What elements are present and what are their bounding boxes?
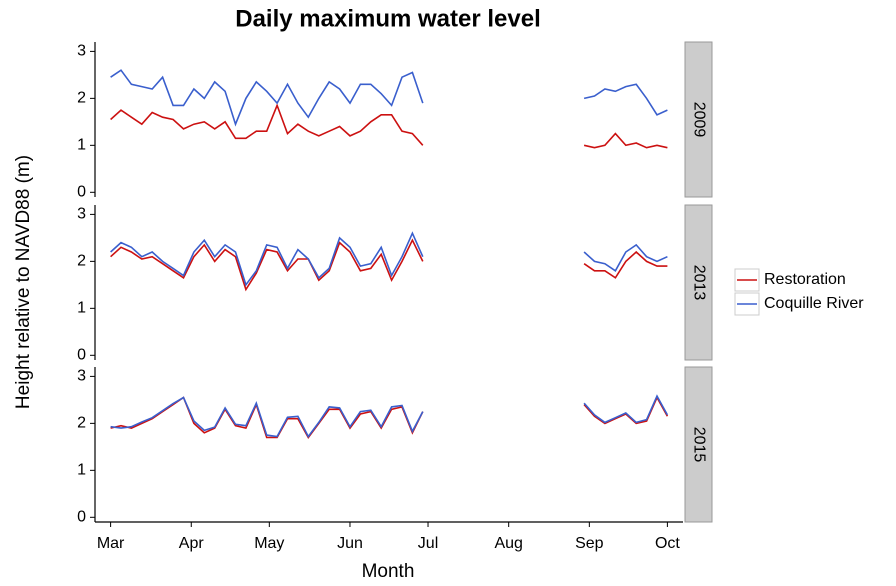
line-series bbox=[110, 231, 668, 287]
x-tick-label: Jun bbox=[337, 535, 363, 552]
legend-label: Coquille River bbox=[764, 295, 864, 312]
y-tick-label: 2 bbox=[77, 90, 86, 107]
x-tick-label: Jul bbox=[418, 535, 438, 552]
y-tick-label: 2 bbox=[77, 415, 86, 432]
x-tick-label: Aug bbox=[494, 535, 522, 552]
facet-label: 2009 bbox=[690, 102, 707, 138]
chart-title: Daily maximum water level bbox=[235, 5, 540, 32]
panel bbox=[95, 367, 683, 522]
facet-label: 2013 bbox=[690, 265, 707, 301]
panel bbox=[95, 205, 683, 360]
x-tick-label: Apr bbox=[179, 535, 205, 552]
y-tick-label: 1 bbox=[77, 137, 86, 154]
facet-label: 2015 bbox=[690, 427, 707, 463]
y-tick-label: 2 bbox=[77, 253, 86, 270]
panel bbox=[95, 42, 683, 197]
y-tick-label: 0 bbox=[77, 509, 86, 526]
y-axis-label: Height relative to NAVD88 (m) bbox=[13, 155, 34, 409]
y-tick-label: 1 bbox=[77, 300, 86, 317]
x-tick-label: Oct bbox=[655, 535, 680, 552]
y-tick-label: 3 bbox=[77, 368, 86, 385]
facet-strip bbox=[684, 204, 713, 361]
y-tick-label: 1 bbox=[77, 462, 86, 479]
y-tick-label: 3 bbox=[77, 43, 86, 60]
x-axis-label: Month bbox=[362, 561, 415, 582]
y-tick-label: 0 bbox=[77, 347, 86, 364]
x-tick-label: Mar bbox=[97, 535, 125, 552]
x-tick-label: May bbox=[254, 535, 284, 552]
line-series bbox=[110, 103, 668, 149]
legend-label: Restoration bbox=[764, 271, 846, 288]
facet-strip bbox=[684, 41, 713, 198]
facet-strip bbox=[684, 366, 713, 523]
y-tick-label: 3 bbox=[77, 206, 86, 223]
x-tick-label: Sep bbox=[575, 535, 604, 552]
line-series bbox=[110, 394, 669, 439]
line-series bbox=[110, 69, 668, 127]
line-series bbox=[110, 238, 668, 292]
y-tick-label: 0 bbox=[77, 184, 86, 201]
